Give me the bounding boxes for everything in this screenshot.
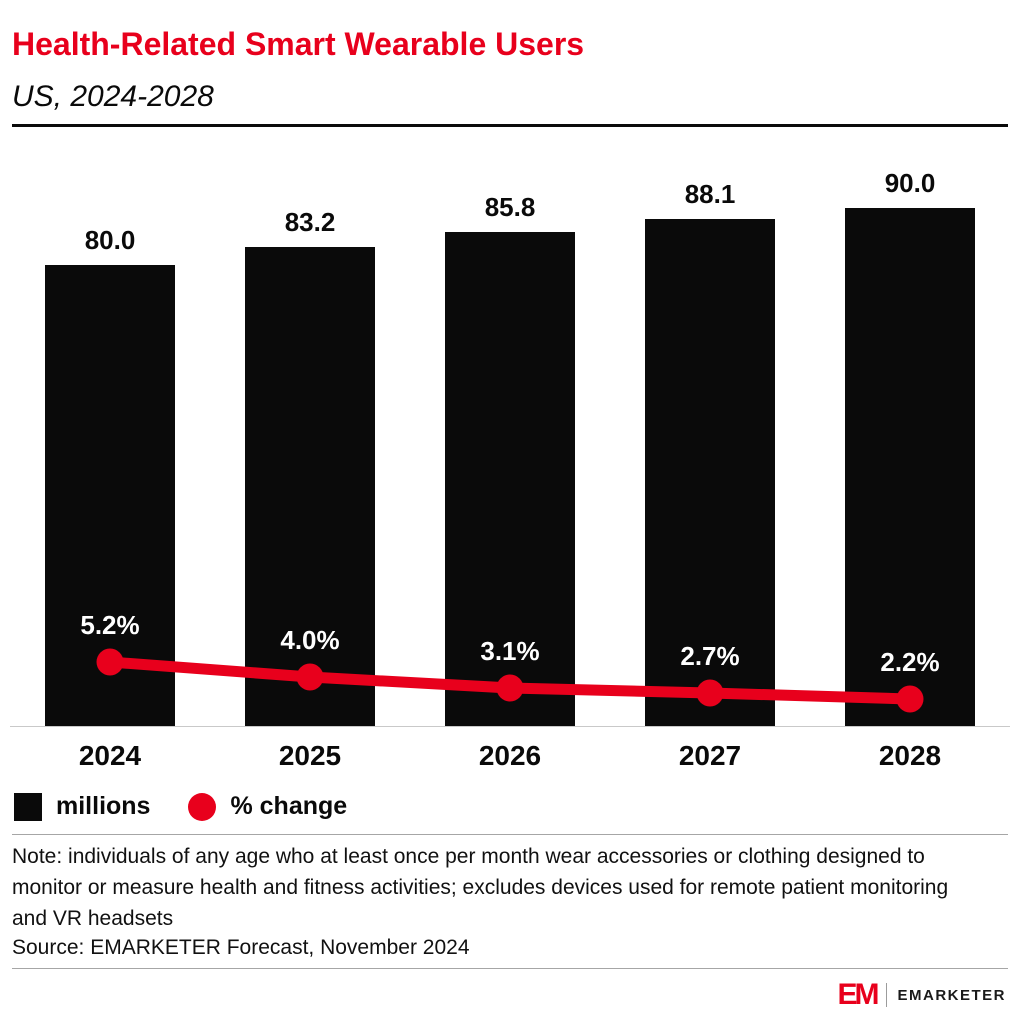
- bar-value-label-2026: 85.8: [484, 192, 536, 222]
- pct-value-label-2028: 2.2%: [880, 647, 940, 677]
- chart-note: Note: individuals of any age who at leas…: [12, 845, 949, 930]
- legend-divider: [12, 834, 1008, 835]
- pct-value-label-2025: 4.0%: [280, 625, 340, 655]
- x-axis-label-2028: 2028: [878, 740, 942, 771]
- chart-title: Health-Related Smart Wearable Users: [12, 26, 585, 62]
- bar-2025: [245, 247, 375, 726]
- footer-divider: [12, 968, 1008, 969]
- legend-pct-swatch: [188, 792, 217, 821]
- pct-value-label-2024: 5.2%: [80, 610, 140, 640]
- bar-2026: [445, 232, 575, 726]
- x-axis-label-2026: 2026: [478, 740, 542, 771]
- emarketer-logo-mark: EM: [837, 978, 879, 1011]
- legend-millions-swatch: [14, 792, 42, 821]
- bar-value-label-2025: 83.2: [284, 207, 336, 237]
- chart-source: Source: EMARKETER Forecast, November 202…: [12, 936, 470, 959]
- legend-pct-label: % change: [230, 792, 348, 820]
- chart-legend: millions % change: [14, 792, 347, 821]
- bar-2024: [45, 265, 175, 726]
- logo-separator: [886, 983, 888, 1007]
- x-axis-label-2027: 2027: [678, 740, 742, 771]
- header-divider: [12, 124, 1008, 127]
- bar-2028: [845, 208, 975, 726]
- x-axis-label-2024: 2024: [78, 740, 142, 771]
- bar-2027: [645, 219, 775, 726]
- emarketer-logo-text: EMARKETER: [897, 986, 1006, 1004]
- bar-value-label-2027: 88.1: [684, 179, 736, 209]
- legend-millions-label: millions: [56, 792, 151, 820]
- x-axis-label-2025: 2025: [278, 740, 342, 771]
- bar-value-label-2024: 80.0: [84, 225, 136, 255]
- emarketer-logo: EM EMARKETER: [837, 980, 1006, 1010]
- chart-subtitle: US, 2024-2028: [12, 80, 214, 113]
- x-axis-line: [10, 726, 1010, 727]
- bar-value-label-2028: 90.0: [884, 168, 936, 198]
- pct-value-label-2026: 3.1%: [480, 636, 540, 666]
- pct-value-label-2027: 2.7%: [680, 641, 740, 671]
